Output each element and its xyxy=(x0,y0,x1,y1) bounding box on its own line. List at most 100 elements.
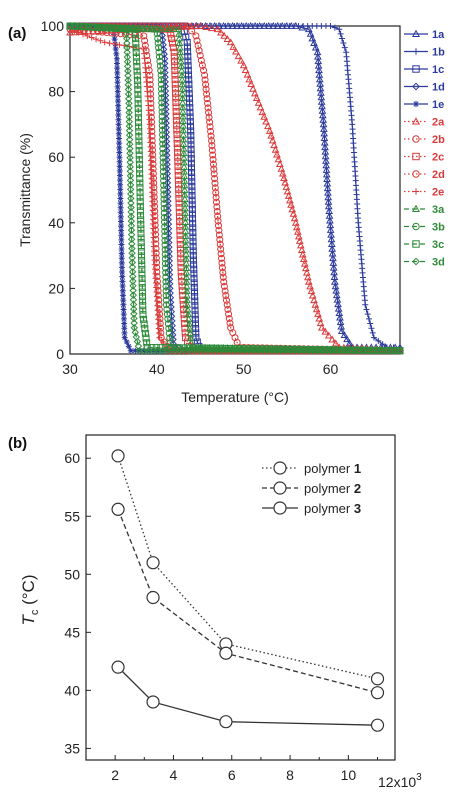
series-marker-2a xyxy=(245,75,254,83)
series-marker-1d xyxy=(162,114,170,123)
panel-b-y-tick-label: 60 xyxy=(64,450,80,466)
series-marker-1b xyxy=(364,311,371,318)
series-marker-1e xyxy=(123,338,130,345)
series-marker-2b xyxy=(203,95,211,103)
series-marker-1c xyxy=(188,196,196,204)
series-marker-3b xyxy=(162,264,170,272)
series-marker-2b xyxy=(214,212,222,220)
series-marker-3d xyxy=(99,24,107,32)
series-marker-3d xyxy=(122,30,131,38)
legend-marker-1c xyxy=(412,65,420,73)
series-marker-2b xyxy=(193,37,201,45)
series-marker-3c xyxy=(139,311,147,319)
series-marker-2b xyxy=(218,264,226,272)
series-marker-2a xyxy=(256,103,265,111)
series-marker-3b xyxy=(161,232,169,240)
series-marker-3b xyxy=(158,113,166,121)
series-marker-3d xyxy=(127,199,135,207)
legend-marker-3b xyxy=(412,222,420,231)
series-marker-2c xyxy=(173,126,181,134)
series-marker-2b xyxy=(206,118,214,126)
series-marker-1e xyxy=(111,36,118,43)
series-line-3c xyxy=(69,25,401,352)
series-marker-1d xyxy=(163,179,172,187)
series-marker-1b xyxy=(362,301,369,308)
series-marker-3b xyxy=(158,117,166,125)
legend-marker-polymer-1 xyxy=(273,461,287,475)
series-marker-3d xyxy=(129,277,137,285)
series-marker-3a xyxy=(138,24,147,32)
legend-label-2d: 2d xyxy=(432,169,445,181)
panel-b-ticks: 2 4 6 8 10 35 40 45 50 55 60 xyxy=(64,450,379,783)
series-marker-1d xyxy=(163,174,172,182)
series-marker-3d xyxy=(122,25,131,33)
series-marker-2c xyxy=(175,195,183,203)
series-marker-3c xyxy=(143,339,151,347)
series-marker-1e xyxy=(115,112,122,119)
series-marker-2c xyxy=(172,89,180,97)
series-marker-3c xyxy=(138,275,146,283)
series-marker-1d xyxy=(164,215,173,224)
panel-a-y-tick-label: 80 xyxy=(48,84,64,100)
series-marker-2c xyxy=(177,263,185,271)
series-marker-2a xyxy=(239,61,248,69)
series-marker-2c xyxy=(175,190,183,198)
series-marker-2a xyxy=(241,66,250,73)
panel-b-y-tick-label: 55 xyxy=(64,508,80,524)
series-marker-3d xyxy=(89,23,98,32)
series-marker-1e xyxy=(116,158,123,165)
series-marker-2c xyxy=(174,153,182,161)
series-marker-1c xyxy=(191,302,199,310)
series-marker-3b xyxy=(163,306,171,314)
series-marker-3b xyxy=(156,62,164,70)
series-marker-3b xyxy=(158,126,166,134)
series-marker-2c xyxy=(171,76,179,84)
legend-marker-polymer-2 xyxy=(273,481,287,495)
series-marker-1c xyxy=(188,210,196,218)
series-marker-2c xyxy=(168,34,176,42)
series-marker-2c xyxy=(176,231,184,239)
series-marker-2c xyxy=(171,85,179,93)
series-marker-3d xyxy=(126,185,135,194)
series-marker-1d xyxy=(165,252,173,260)
series-marker-1e xyxy=(125,343,132,350)
series-marker-3b xyxy=(159,131,167,139)
series-marker-2a xyxy=(307,286,316,294)
series-marker-2c xyxy=(171,62,179,70)
series-marker-1c xyxy=(189,219,197,227)
series-marker-2c xyxy=(171,57,179,65)
series-marker-1c xyxy=(185,80,193,88)
series-marker-2b xyxy=(220,278,228,286)
series-marker-2c xyxy=(177,273,185,281)
series-marker-1e xyxy=(116,167,123,174)
data-point-polymer-1 xyxy=(146,556,160,570)
series-marker-1c xyxy=(186,99,194,107)
series-marker-3b xyxy=(154,39,162,47)
series-marker-2c xyxy=(175,208,183,216)
series-marker-1e xyxy=(119,264,126,271)
series-marker-1e xyxy=(117,218,124,225)
series-marker-2c xyxy=(174,162,182,170)
series-marker-1e xyxy=(114,88,121,95)
series-marker-2d xyxy=(140,32,148,40)
series-polymer-3 xyxy=(111,660,385,732)
series-marker-3b xyxy=(159,154,167,162)
series-marker-2b xyxy=(214,217,222,225)
series-marker-3c xyxy=(136,179,144,187)
series-marker-3c xyxy=(137,248,145,255)
series-marker-1e xyxy=(120,301,127,308)
series-marker-3d xyxy=(129,296,138,304)
series-marker-2e xyxy=(88,34,95,41)
panel-a-y-tick-label: 100 xyxy=(41,18,65,34)
series-marker-3d xyxy=(127,194,135,203)
series-marker-3d xyxy=(123,39,131,47)
legend-label-1d: 1d xyxy=(432,82,445,94)
panel-a-x-tick-label: 60 xyxy=(323,361,339,377)
series-line-1b xyxy=(70,25,400,349)
series-marker-3b xyxy=(157,67,165,75)
series-marker-1c xyxy=(188,178,196,186)
series-marker-3c xyxy=(135,137,143,145)
legend-label-2b: 2b xyxy=(432,134,445,146)
series-marker-2c xyxy=(176,217,184,225)
series-marker-1e xyxy=(114,74,121,81)
